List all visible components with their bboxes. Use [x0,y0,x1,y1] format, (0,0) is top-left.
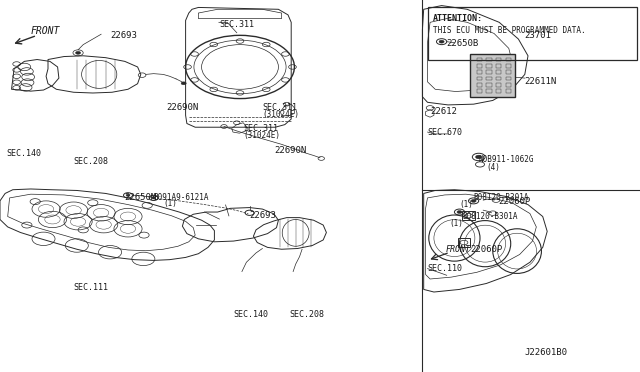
Bar [506,83,511,87]
Bar [477,58,482,61]
Circle shape [181,82,186,85]
Bar [496,83,501,87]
Bar [477,64,482,68]
Text: 22690N: 22690N [274,146,306,155]
Text: J22601B0: J22601B0 [525,348,568,357]
Text: B08120-B301A: B08120-B301A [474,193,529,202]
Text: NOB911-1062G: NOB911-1062G [479,155,534,164]
Text: 22060P: 22060P [498,197,530,206]
Text: 22690N: 22690N [166,103,198,112]
Bar [496,89,501,93]
Bar [506,77,511,80]
Text: (31024E): (31024E) [243,131,280,140]
Bar [477,83,482,87]
Text: FRONT: FRONT [446,245,471,254]
Circle shape [152,197,156,199]
Bar [506,64,511,68]
Bar [486,89,492,93]
Text: 22612: 22612 [430,107,457,116]
Circle shape [471,199,476,202]
Text: SEC.311: SEC.311 [262,103,298,112]
Bar [477,89,482,93]
Text: (1): (1) [164,199,178,208]
Circle shape [76,51,81,54]
Text: SEC.208: SEC.208 [289,310,324,319]
Bar [428,7,637,60]
Bar [477,70,482,74]
Text: SEC.311: SEC.311 [243,124,278,133]
Text: 22650B: 22650B [447,39,479,48]
Text: SEC.140: SEC.140 [234,310,269,319]
Text: 22650M: 22650M [125,193,157,202]
Text: SEC.110: SEC.110 [428,264,463,273]
Text: FRONT: FRONT [31,26,60,35]
Text: THIS ECU MUST BE PROGRAMMED DATA.: THIS ECU MUST BE PROGRAMMED DATA. [433,26,585,35]
Text: 22693: 22693 [250,211,276,220]
Circle shape [439,40,444,43]
Circle shape [126,194,130,196]
Circle shape [457,211,462,214]
Circle shape [476,155,482,159]
Bar [486,77,492,80]
Text: (31024E): (31024E) [262,110,300,119]
Text: SEC.111: SEC.111 [74,283,109,292]
Text: SEC.208: SEC.208 [74,157,109,166]
Bar [496,64,501,68]
Text: B091A9-6121A: B091A9-6121A [154,193,209,202]
Bar [506,89,511,93]
Bar [506,70,511,74]
Bar [486,83,492,87]
Bar [486,70,492,74]
Text: SEC.670: SEC.670 [428,128,463,137]
Text: (4): (4) [486,163,500,172]
Bar [470,54,515,97]
Text: B08120-B301A: B08120-B301A [462,212,518,221]
Text: (1): (1) [449,219,463,228]
Text: (1): (1) [460,200,474,209]
Text: ATTENTION:: ATTENTION: [433,14,483,23]
Bar [496,70,501,74]
Text: SEC.311: SEC.311 [219,20,254,29]
Text: 22693: 22693 [110,31,137,40]
Bar [477,77,482,80]
Text: 22611N: 22611N [525,77,557,86]
Bar [496,77,501,80]
Text: 23701: 23701 [525,31,552,40]
Bar [496,58,501,61]
Bar [486,64,492,68]
Text: SEC.140: SEC.140 [6,149,42,158]
Bar [458,238,470,247]
Bar [506,58,511,61]
Bar [462,211,475,220]
Text: 22060P: 22060P [470,245,502,254]
Bar [486,58,492,61]
